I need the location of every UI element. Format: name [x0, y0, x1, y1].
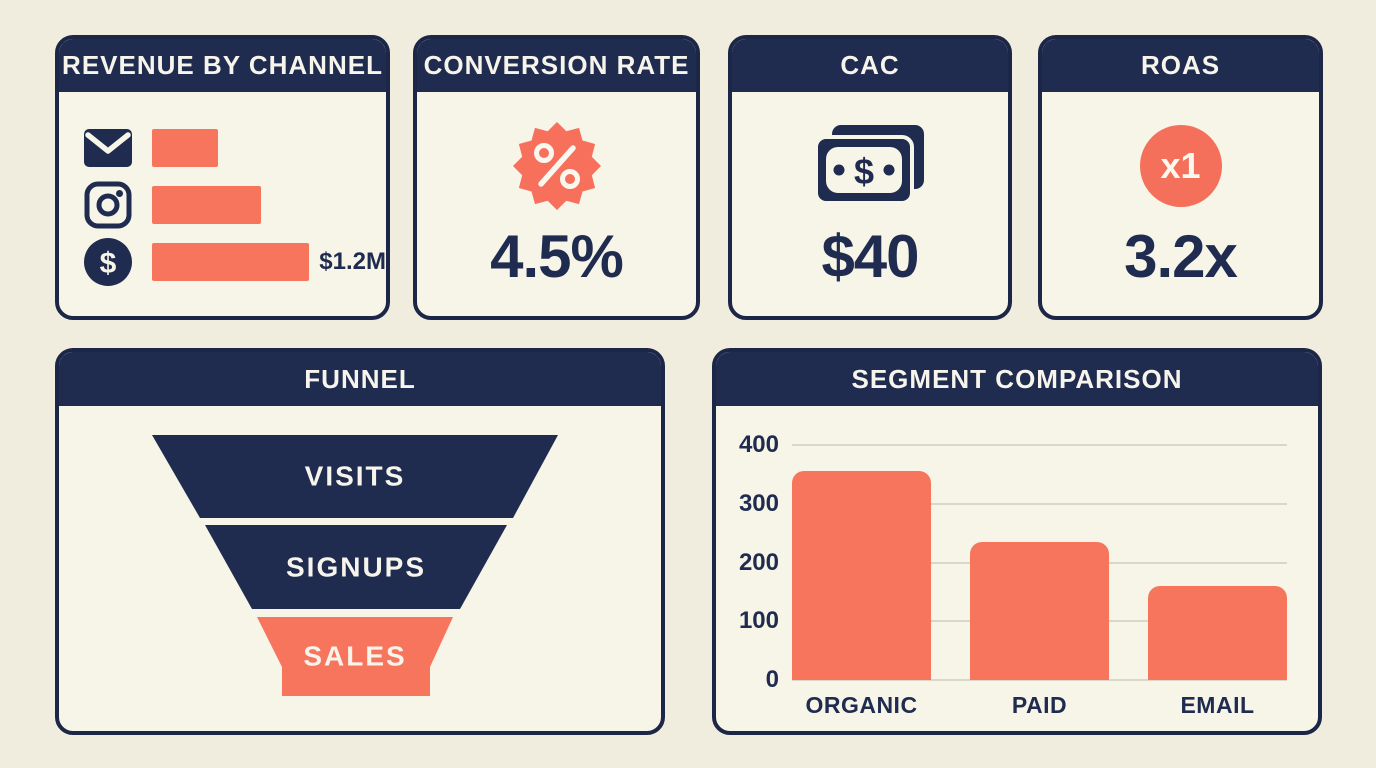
- percent-badge-icon: [512, 122, 601, 210]
- funnel-stage-signups: [205, 525, 507, 609]
- revenue-bar-email: [152, 129, 218, 167]
- y-axis-tick-label: 0: [765, 666, 779, 693]
- revenue-chart: $ $1.2M: [59, 92, 386, 286]
- conversion-rate-card: CONVERSION RATE 4.5%: [413, 35, 700, 320]
- revenue-card-title: REVENUE BY CHANNEL: [62, 50, 383, 80]
- y-axis-tick-label: 200: [738, 548, 779, 576]
- revenue-bar-value-label: $1.2M: [319, 248, 386, 275]
- y-axis-tick-label: 400: [738, 431, 779, 458]
- funnel-stage-visits: [152, 435, 558, 518]
- grid-line: [792, 679, 1287, 681]
- conversion-card-header: CONVERSION RATE: [417, 39, 696, 92]
- cac-card-header: CAC: [732, 39, 1008, 92]
- email-icon: [84, 124, 132, 172]
- revenue-card-header: REVENUE BY CHANNEL: [59, 39, 386, 92]
- segment-chart-area: 0 100 200 300 400 ORGANIC PAID EMAIL: [716, 406, 1318, 731]
- dollar-coin-icon: $: [84, 238, 132, 286]
- segment-card-title: SEGMENT COMPARISON: [851, 363, 1183, 394]
- svg-text:$: $: [100, 247, 117, 280]
- funnel-card-title: FUNNEL: [304, 363, 416, 394]
- x-axis-category-label: PAID: [1011, 692, 1068, 718]
- cac-card: CAC $ $40: [728, 35, 1012, 320]
- revenue-row-sales: $ $1.2M: [84, 238, 386, 286]
- svg-text:$: $: [854, 151, 874, 192]
- roas-card: ROAS x1 3.2x: [1038, 35, 1323, 320]
- conversion-card-title: CONVERSION RATE: [423, 50, 690, 80]
- grid-line: [792, 502, 1287, 505]
- funnel-stage-visits-label: VISITS: [305, 461, 406, 492]
- funnel-stage-signups-label: SIGNUPS: [286, 552, 426, 583]
- revenue-row-email: [84, 124, 386, 172]
- segment-card-header: SEGMENT COMPARISON: [716, 352, 1318, 406]
- funnel-card-header: FUNNEL: [59, 352, 661, 406]
- cac-card-title: CAC: [840, 50, 900, 80]
- x-axis-category-label: ORGANIC: [805, 692, 918, 718]
- bar-email: [1148, 586, 1287, 680]
- funnel-chart: VISITS SIGNUPS SALES: [152, 435, 558, 696]
- funnel-stage-sales: [257, 617, 453, 696]
- roas-value: 3.2x: [1124, 223, 1238, 290]
- conversion-rate-value: 4.5%: [490, 223, 624, 290]
- funnel-card: FUNNEL VISITS SIGNUPS SALES: [55, 348, 665, 735]
- x-axis-category-label: EMAIL: [1180, 692, 1255, 718]
- segment-comparison-card: SEGMENT COMPARISON 0 100 200 300 400 ORGANIC P…: [712, 348, 1322, 735]
- banknote-icon: $: [814, 122, 926, 210]
- funnel-stage-sales-label: SALES: [303, 641, 406, 672]
- y-axis-tick-label: 100: [738, 607, 779, 635]
- revenue-row-instagram: [84, 181, 386, 229]
- cac-value: $40: [821, 223, 919, 290]
- revenue-bar-instagram: [152, 186, 261, 224]
- roas-card-header: ROAS: [1042, 39, 1319, 92]
- revenue-bar-sales: [152, 243, 310, 281]
- grid-line: [792, 444, 1287, 446]
- bar-organic: [792, 471, 931, 680]
- y-axis-tick-label: 300: [738, 489, 779, 517]
- multiplier-badge-text: x1: [1160, 145, 1201, 186]
- multiplier-badge-icon: x1: [1139, 122, 1222, 210]
- revenue-by-channel-card: REVENUE BY CHANNEL: [55, 35, 390, 320]
- instagram-icon: [84, 181, 132, 229]
- roas-card-title: ROAS: [1140, 50, 1221, 80]
- bar-paid: [970, 541, 1109, 680]
